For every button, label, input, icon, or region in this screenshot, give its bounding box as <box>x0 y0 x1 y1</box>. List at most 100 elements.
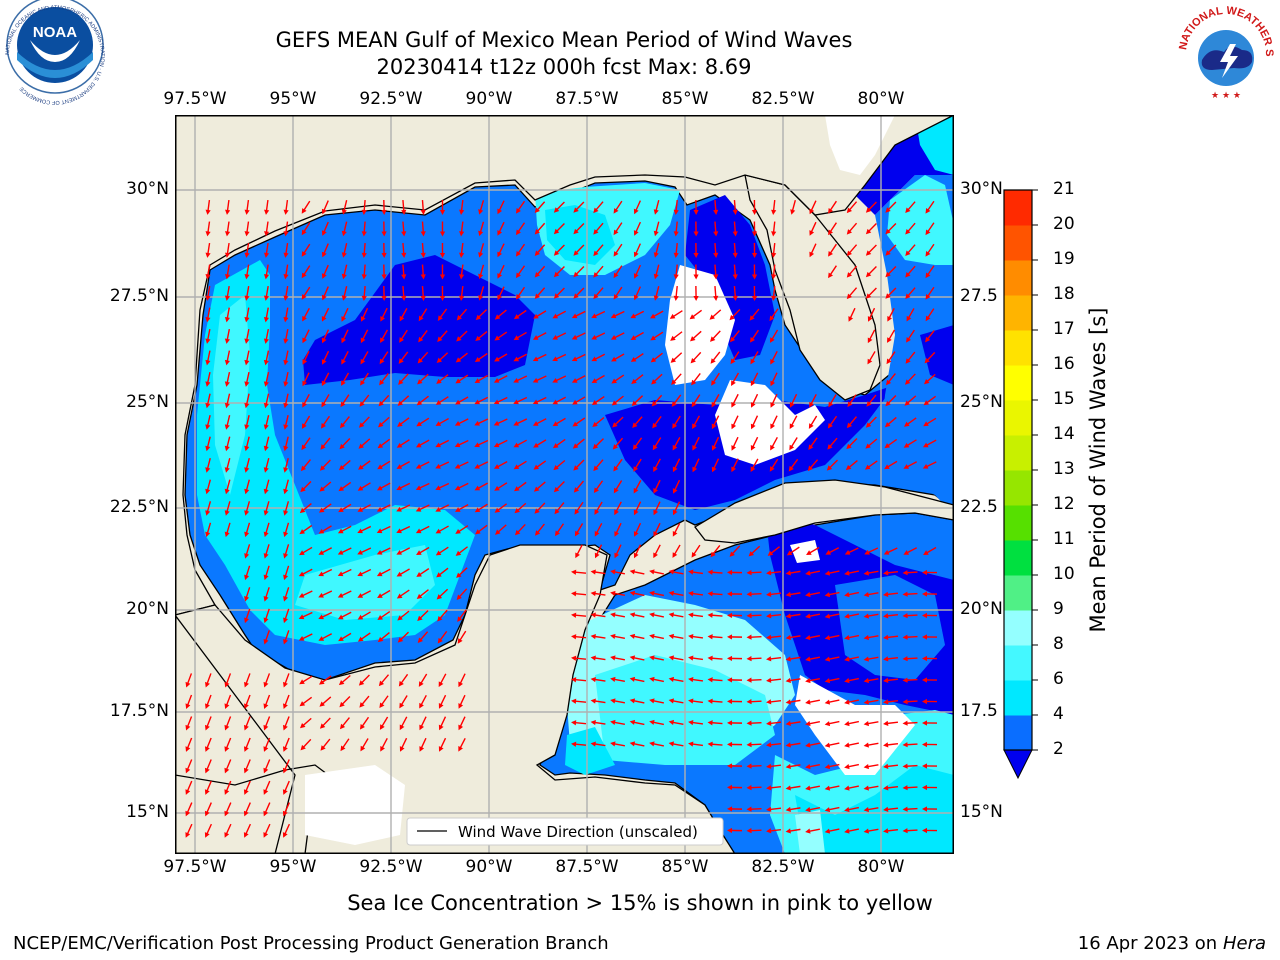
wave-direction-arrow <box>611 395 624 406</box>
wave-direction-arrow <box>513 309 527 320</box>
lat-tick-left: 22.5°N <box>109 497 169 517</box>
wave-direction-arrow <box>263 393 270 409</box>
wave-direction-arrow <box>298 633 313 641</box>
wave-direction-arrow <box>770 437 778 451</box>
wave-direction-arrow <box>652 437 662 451</box>
wave-direction-arrow <box>649 698 664 704</box>
wave-direction-arrow <box>649 719 664 726</box>
wave-direction-arrow <box>883 806 899 812</box>
wave-direction-arrow <box>771 285 777 301</box>
wave-direction-arrow <box>263 823 271 838</box>
colorbar-segment <box>1004 435 1032 471</box>
colorbar-tick-label: 2 <box>1053 739 1064 759</box>
wave-direction-arrow <box>922 612 938 619</box>
wave-direction-arrow <box>244 501 251 516</box>
wave-direction-arrow <box>474 418 489 426</box>
wave-direction-arrow <box>593 265 604 278</box>
wave-direction-arrow <box>693 199 699 215</box>
wave-direction-arrow <box>629 612 645 618</box>
wave-direction-arrow <box>727 634 743 640</box>
lon-tick-bottom: 82.5°W <box>751 857 815 877</box>
wave-direction-arrow <box>263 522 270 538</box>
wave-direction-arrow <box>398 673 409 687</box>
wave-direction-arrow <box>435 461 450 469</box>
wave-direction-arrow <box>478 221 485 237</box>
wave-direction-arrow <box>321 350 330 365</box>
wave-direction-arrow <box>668 741 684 747</box>
wave-direction-arrow <box>225 221 231 237</box>
wave-direction-arrow <box>459 285 465 301</box>
wave-direction-arrow <box>454 418 469 426</box>
wave-direction-arrow <box>653 221 660 237</box>
wave-direction-arrow <box>205 221 211 237</box>
wave-direction-arrow <box>321 200 329 215</box>
colorbar-segment <box>1004 540 1032 576</box>
wave-direction-arrow <box>263 694 271 709</box>
wave-direction-arrow <box>785 591 801 598</box>
wave-direction-arrow <box>360 307 369 322</box>
wave-direction-arrow <box>746 763 762 769</box>
wave-direction-arrow <box>766 720 782 726</box>
colorbar-segment <box>1004 715 1032 751</box>
wave-direction-arrow <box>590 698 606 704</box>
wave-direction-arrow <box>554 502 565 515</box>
wave-direction-arrow <box>224 479 231 495</box>
wave-direction-arrow <box>846 265 858 278</box>
wave-direction-arrow <box>883 570 899 576</box>
wave-direction-arrow <box>613 458 623 472</box>
wave-direction-arrow <box>805 828 821 834</box>
wave-direction-arrow <box>244 199 250 215</box>
wave-direction-arrow <box>610 698 626 704</box>
wave-direction-arrow <box>902 591 918 597</box>
wave-direction-arrow <box>458 737 466 752</box>
wave-direction-arrow <box>865 223 877 235</box>
wave-direction-arrow <box>205 242 211 258</box>
wave-direction-arrow <box>885 244 897 256</box>
wave-direction-arrow <box>435 482 450 491</box>
wave-direction-arrow <box>711 394 720 408</box>
wave-direction-arrow <box>553 244 565 256</box>
wave-direction-arrow <box>263 307 270 323</box>
wave-direction-arrow <box>591 310 606 319</box>
wave-direction-arrow <box>263 780 271 795</box>
wave-direction-arrow <box>263 479 270 495</box>
wave-direction-arrow <box>224 328 231 344</box>
wave-direction-arrow <box>573 287 585 299</box>
wave-direction-arrow <box>478 286 485 301</box>
wave-direction-arrow <box>552 353 567 362</box>
wave-direction-arrow <box>905 287 916 300</box>
wave-direction-arrow <box>299 696 313 707</box>
wave-direction-arrow <box>513 418 528 426</box>
wave-direction-arrow <box>379 716 389 730</box>
wave-direction-arrow <box>459 199 465 215</box>
lon-tick-bottom: 92.5°W <box>359 857 423 877</box>
wave-direction-arrow <box>283 694 290 709</box>
wave-direction-arrow <box>766 656 782 662</box>
wave-direction-arrow <box>649 741 664 747</box>
wave-direction-arrow <box>922 784 938 791</box>
wave-direction-arrow <box>321 286 329 301</box>
wave-direction-arrow <box>283 350 289 366</box>
wave-direction-arrow <box>553 481 565 493</box>
wave-direction-arrow <box>653 501 661 516</box>
wave-direction-arrow <box>883 828 899 834</box>
wave-direction-arrow <box>612 437 624 450</box>
wave-direction-arrow <box>376 568 391 577</box>
wave-direction-arrow <box>766 677 782 683</box>
wave-direction-arrow <box>688 677 704 683</box>
wave-direction-arrow <box>205 415 211 430</box>
sea-ice-note: Sea Ice Concentration > 15% is shown in … <box>347 891 933 915</box>
wave-direction-arrow <box>224 415 231 430</box>
wave-direction-arrow <box>224 522 231 538</box>
cuba-land <box>694 479 954 544</box>
wave-direction-arrow <box>263 328 270 344</box>
wave-direction-arrow <box>727 677 743 683</box>
wave-direction-arrow <box>650 310 664 319</box>
wave-direction-arrow <box>632 437 643 450</box>
wave-direction-arrow <box>341 200 348 215</box>
wave-direction-arrow <box>532 418 547 426</box>
wave-direction-arrow <box>474 374 488 383</box>
wave-direction-arrow <box>748 545 761 557</box>
wave-direction-arrow <box>419 716 427 731</box>
wave-direction-arrow <box>263 737 271 752</box>
